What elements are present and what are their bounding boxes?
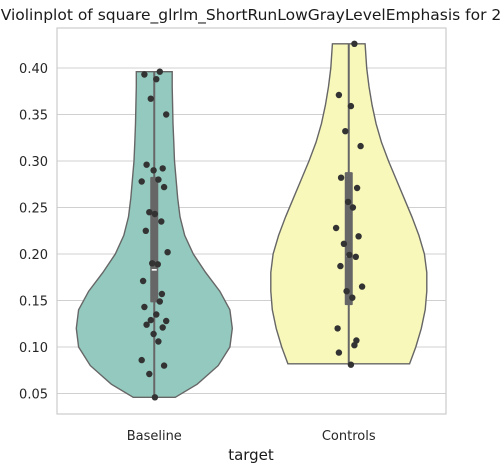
data-point <box>335 91 343 99</box>
x-tick-label: Baseline <box>127 429 182 444</box>
data-point <box>349 294 356 301</box>
data-point <box>141 303 148 311</box>
data-point <box>335 349 343 356</box>
violin-iqr-box <box>344 172 353 306</box>
data-point <box>342 128 349 135</box>
data-point <box>334 325 341 332</box>
data-point <box>146 209 153 216</box>
y-tick-label: 0.40 <box>19 62 48 77</box>
data-point <box>337 174 345 181</box>
data-point <box>347 361 355 368</box>
data-point <box>151 210 159 218</box>
data-point <box>153 76 160 83</box>
data-point <box>340 240 348 247</box>
data-point <box>156 298 163 305</box>
data-point <box>139 277 147 285</box>
data-point <box>163 317 170 325</box>
data-point <box>352 253 359 260</box>
y-tick-labels: 0.05 0.10 0.15 0.20 0.25 0.30 0.35 0.40 <box>19 62 48 403</box>
data-point <box>141 71 148 78</box>
y-tick-label: 0.30 <box>19 155 48 170</box>
data-point <box>142 227 149 234</box>
data-point <box>155 338 162 345</box>
violins-layer <box>75 43 428 398</box>
y-tick-label: 0.10 <box>19 341 48 356</box>
chart-title: Violinplot of square_glrlm_ShortRunLowGr… <box>1 6 502 25</box>
data-point <box>155 176 162 183</box>
data-point <box>151 394 159 401</box>
violin-iqr-box <box>150 176 159 303</box>
y-tick-label: 0.05 <box>19 388 48 403</box>
data-point <box>158 290 166 298</box>
data-point <box>143 321 150 328</box>
data-point <box>160 362 168 369</box>
data-point <box>355 233 362 240</box>
data-point <box>159 324 166 331</box>
data-point <box>159 165 166 172</box>
data-point <box>347 102 355 110</box>
data-point <box>343 288 350 295</box>
data-point <box>147 95 154 102</box>
data-point <box>156 68 163 75</box>
plot-area-frame <box>56 27 447 415</box>
data-point <box>164 249 171 256</box>
data-point <box>346 251 353 259</box>
data-point <box>353 184 361 192</box>
y-tick-label: 0.15 <box>19 295 48 310</box>
y-tick-label: 0.35 <box>19 109 48 124</box>
data-point <box>147 316 154 324</box>
data-point <box>138 178 145 185</box>
data-point <box>357 142 364 150</box>
data-point <box>138 356 145 364</box>
data-point <box>351 40 358 47</box>
data-point <box>150 330 157 338</box>
data-point <box>163 111 170 118</box>
data-point <box>150 167 157 174</box>
data-point <box>344 198 352 206</box>
data-point <box>160 183 168 191</box>
data-point <box>351 342 358 349</box>
data-point <box>358 283 366 290</box>
data-point <box>149 260 156 267</box>
data-point <box>154 261 161 268</box>
data-point <box>158 218 165 225</box>
x-axis-label: target <box>228 446 274 464</box>
data-point <box>332 224 340 232</box>
x-tick-label: Controls <box>322 429 376 444</box>
data-point <box>153 311 160 318</box>
y-tick-label: 0.25 <box>19 202 48 217</box>
x-tick-labels: Baseline Controls <box>127 429 376 444</box>
data-point <box>146 370 153 378</box>
y-tick-label: 0.20 <box>19 248 48 263</box>
data-point <box>337 262 344 270</box>
data-point <box>349 204 357 211</box>
points-layer <box>138 40 366 401</box>
data-point <box>143 161 150 168</box>
